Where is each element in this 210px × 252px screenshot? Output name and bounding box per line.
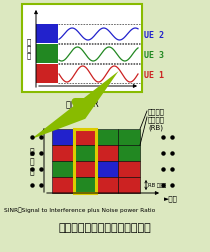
Bar	[96, 145, 118, 161]
Bar	[36, 65, 58, 84]
Bar	[118, 145, 140, 161]
Bar	[52, 177, 74, 193]
Bar	[22, 5, 142, 93]
Bar	[96, 130, 118, 145]
Text: 周
波
数: 周 波 数	[30, 147, 34, 175]
Text: 図７　周波数スケジューリング: 図７ 周波数スケジューリング	[59, 222, 151, 232]
Text: UE 1: UE 1	[144, 70, 164, 79]
Bar	[118, 177, 140, 193]
Bar	[52, 130, 140, 193]
Text: ►時間: ►時間	[164, 194, 178, 201]
Bar	[36, 25, 58, 44]
Bar	[96, 161, 118, 177]
Bar	[74, 130, 96, 145]
Bar	[118, 161, 140, 177]
Bar	[52, 130, 74, 145]
Bar	[36, 45, 58, 64]
Text: RB 帯域幅: RB 帯域幅	[148, 183, 166, 188]
Text: UE 3: UE 3	[144, 50, 164, 59]
Bar	[74, 177, 96, 193]
Text: 受信 SINR: 受信 SINR	[66, 99, 98, 108]
Bar	[52, 161, 74, 177]
Bar	[74, 130, 96, 193]
Bar	[118, 130, 140, 145]
Bar	[74, 161, 96, 177]
Text: 周
波
数: 周 波 数	[27, 39, 31, 59]
Text: UE 2: UE 2	[144, 30, 164, 39]
Bar	[74, 145, 96, 161]
Bar	[96, 177, 118, 193]
Bar	[52, 145, 74, 161]
Text: SINR：Signal to Interference plus Noise power Ratio: SINR：Signal to Interference plus Noise p…	[4, 206, 155, 212]
Text: リソース
ブロック
(RB): リソース ブロック (RB)	[148, 108, 165, 130]
